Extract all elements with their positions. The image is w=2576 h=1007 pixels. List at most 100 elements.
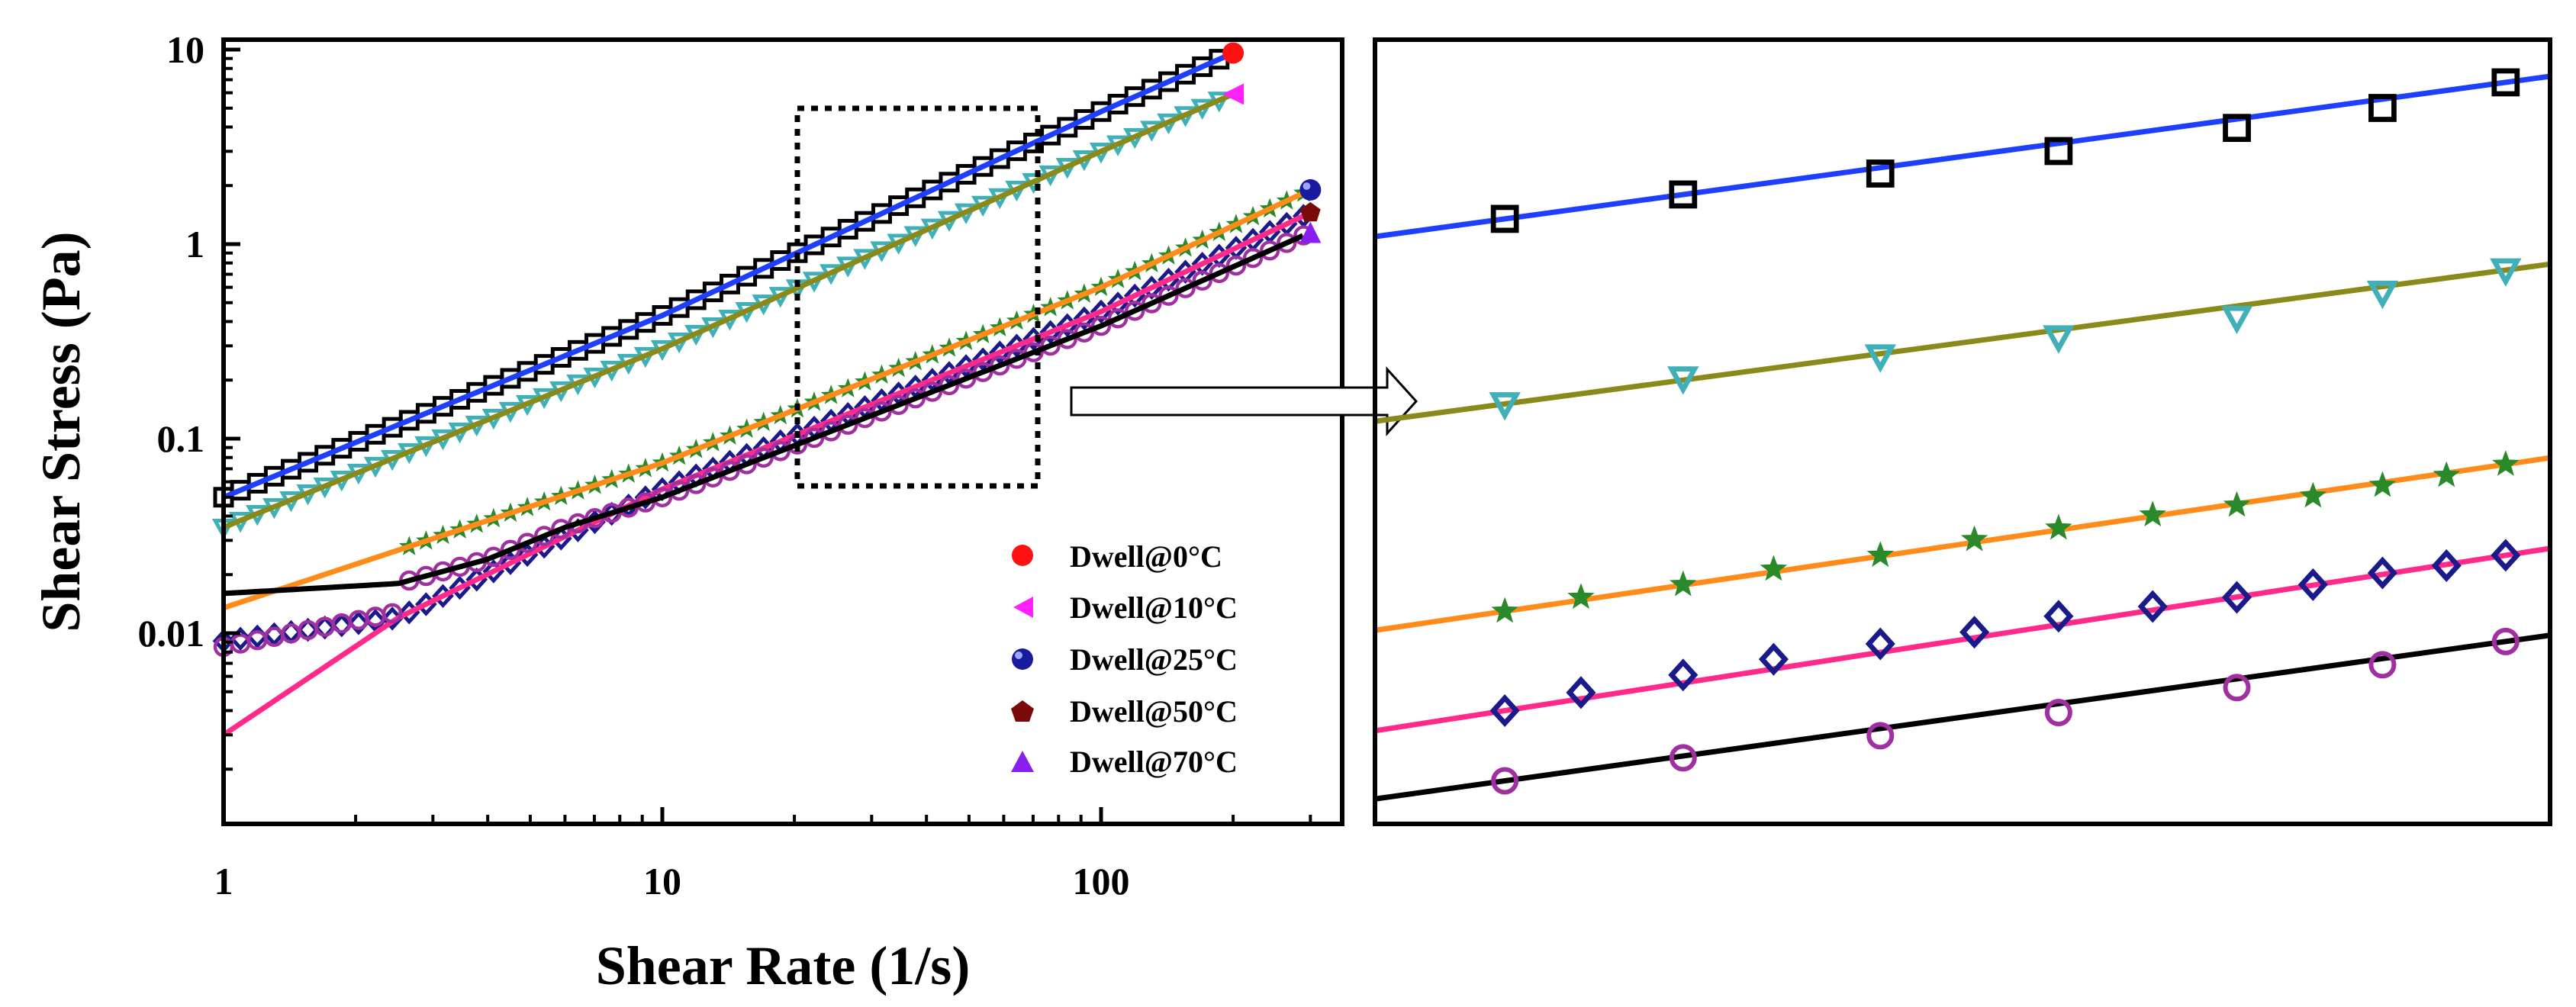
zoom-data-point	[2044, 137, 2073, 166]
zoom-data-point	[2223, 114, 2251, 143]
zoom-data-point	[2368, 94, 2397, 122]
main-chart-frame	[221, 37, 1344, 826]
zoom-data-point	[1866, 722, 1895, 750]
data-point	[972, 362, 993, 382]
series-end-marker-highlight	[1302, 182, 1311, 190]
axis-ticks: 1 10 100 0.01 0.1 1 10	[138, 28, 1312, 902]
data-point	[1006, 349, 1027, 369]
legend-marker-4	[1011, 751, 1034, 772]
legend-marker-2-highlight	[1015, 651, 1022, 659]
data-point	[1277, 233, 1297, 253]
series-line	[223, 233, 1304, 597]
zoom-region-box	[794, 105, 1041, 489]
data-point	[1057, 329, 1077, 349]
zoom-data-point	[1670, 570, 1697, 597]
zoom-data-point	[2043, 600, 2074, 633]
zoom-data-point	[1669, 744, 1697, 772]
data-point	[820, 421, 842, 442]
data-point	[736, 454, 757, 475]
zoom-data-point	[2367, 556, 2397, 590]
series-1	[211, 92, 1234, 540]
data-point	[720, 461, 740, 481]
legend-marker-3	[1011, 700, 1034, 722]
zoom-data-point	[1668, 658, 1699, 692]
zoom-chart-series	[1374, 68, 2551, 802]
zoom-data-point	[2491, 627, 2520, 655]
data-point	[517, 532, 538, 553]
zoom-series-1	[1374, 258, 2551, 424]
zoom-arrow	[1070, 366, 1418, 436]
data-point	[922, 381, 943, 402]
data-point	[1158, 285, 1179, 306]
zoom-data-point	[2043, 325, 2075, 354]
zoom-series-line	[1374, 632, 2551, 802]
zoom-series-4	[1374, 627, 2551, 802]
zoom-data-point	[2368, 471, 2397, 497]
series-end-marker	[1300, 201, 1321, 222]
zoom-data-point	[2221, 581, 2252, 614]
zoom-data-point	[2137, 590, 2168, 623]
legend-entry-3: Dwell@50°C	[1011, 694, 1238, 729]
zoom-data-point	[1865, 627, 1895, 661]
zoom-data-point	[1566, 676, 1596, 709]
zoom-data-point	[1959, 616, 1990, 649]
data-point	[803, 427, 825, 449]
zoom-series-0	[1374, 68, 2551, 240]
data-point	[1074, 322, 1095, 343]
zoom-data-point	[2220, 305, 2253, 335]
zoom-data-point	[2490, 258, 2522, 287]
zoom-data-point	[2433, 461, 2460, 487]
zoom-series-line	[1374, 73, 2551, 240]
x-axis-label: Shear Rate (1/s)	[596, 935, 971, 996]
data-point	[533, 526, 555, 546]
zoom-data-point	[1490, 204, 1519, 233]
zoom-series-line	[1374, 455, 2551, 633]
data-point	[905, 388, 926, 409]
legend-label-1: Dwell@10°C	[1070, 590, 1238, 625]
series-line	[222, 50, 1234, 500]
series-end-marker	[1299, 179, 1322, 201]
x-tick-label: 10	[643, 860, 681, 902]
zoom-data-point	[1864, 344, 1896, 373]
zoom-data-point	[1491, 767, 1519, 795]
zoom-chart	[1373, 37, 2552, 826]
zoom-data-point	[1866, 541, 1895, 568]
data-point	[1175, 278, 1196, 298]
y-tick-label: 10	[166, 28, 204, 71]
series-line	[222, 191, 1304, 611]
data-point	[686, 474, 707, 494]
zoom-data-point	[2297, 568, 2328, 601]
zoom-arrow-shape	[1070, 366, 1418, 436]
data-point	[1242, 247, 1264, 269]
series-end-marker	[1222, 83, 1245, 105]
data-point	[1209, 262, 1230, 284]
data-point	[1107, 308, 1129, 329]
zoom-data-point	[1491, 597, 1518, 623]
zoom-data-point	[2223, 491, 2251, 517]
zoom-data-point	[2366, 280, 2399, 310]
data-point	[1259, 240, 1280, 261]
data-point	[347, 610, 370, 635]
data-point	[1225, 255, 1247, 276]
legend-marker-2	[1012, 648, 1033, 670]
data-point	[1090, 315, 1112, 336]
data-point	[500, 539, 521, 560]
data-point	[838, 414, 858, 435]
zoom-data-point	[2045, 513, 2072, 540]
data-point	[703, 467, 723, 488]
main-chart-series	[211, 49, 1315, 738]
zoom-data-point	[1866, 159, 1895, 188]
zoom-data-point	[2223, 674, 2251, 702]
legend-label-2: Dwell@25°C	[1070, 642, 1238, 677]
data-point	[1040, 335, 1061, 356]
data-point	[888, 394, 909, 416]
series-4	[213, 225, 1314, 658]
y-tick-label: 0.1	[157, 417, 205, 460]
zoom-data-point	[2431, 549, 2462, 582]
series-0	[213, 49, 1234, 508]
main-chart: 1 10 100 0.01 0.1 1 10 Dwell@0°C Dwell@10°C Dw…	[31, 28, 1344, 996]
data-point	[483, 546, 504, 568]
legend-marker-1	[1013, 597, 1033, 618]
legend: Dwell@0°C Dwell@10°C Dwell@25°C Dwell@50…	[1011, 539, 1238, 779]
